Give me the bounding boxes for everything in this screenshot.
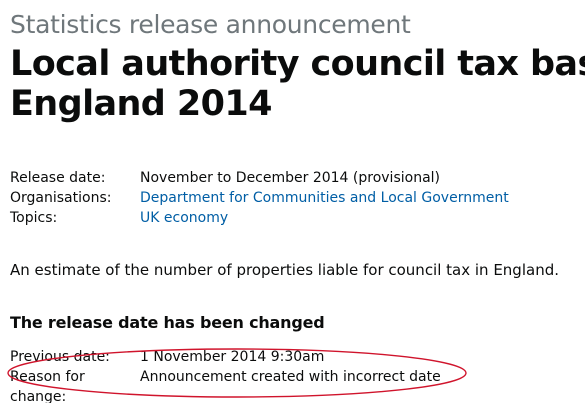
previous-date-label: Previous date:	[10, 349, 110, 365]
reason-label: Reason for change:	[10, 369, 85, 403]
reason-row: Reason for change: Announcement created …	[10, 367, 580, 403]
reason-value: Announcement created with incorrect date	[140, 369, 441, 385]
date-change-heading: The release date has been changed	[10, 313, 325, 332]
release-date-label: Release date:	[10, 170, 106, 186]
topic-link[interactable]: UK economy	[140, 210, 229, 226]
release-date-row: Release date: November to December 2014 …	[10, 168, 580, 188]
release-metadata: Release date: November to December 2014 …	[10, 168, 580, 228]
organisation-link[interactable]: Department for Communities and Local Gov…	[140, 190, 509, 206]
organisations-label: Organisations:	[10, 190, 112, 206]
topics-row: Topics: UK economy	[10, 208, 580, 228]
release-summary: An estimate of the number of properties …	[10, 261, 559, 279]
release-date-value: November to December 2014 (provisional)	[140, 170, 441, 186]
document-type-label: Statistics release announcement	[10, 10, 411, 39]
page-title-line-2: England 2014	[10, 84, 272, 124]
page-title: Local authority council tax base for Eng…	[10, 44, 585, 124]
topics-label: Topics:	[10, 210, 58, 226]
page-title-line-1: Local authority council tax base for	[10, 44, 585, 84]
date-change-details: Previous date: 1 November 2014 9:30am Re…	[10, 347, 580, 403]
previous-date-value: 1 November 2014 9:30am	[140, 349, 325, 365]
organisations-row: Organisations: Department for Communitie…	[10, 188, 580, 208]
previous-date-row: Previous date: 1 November 2014 9:30am	[10, 347, 580, 367]
